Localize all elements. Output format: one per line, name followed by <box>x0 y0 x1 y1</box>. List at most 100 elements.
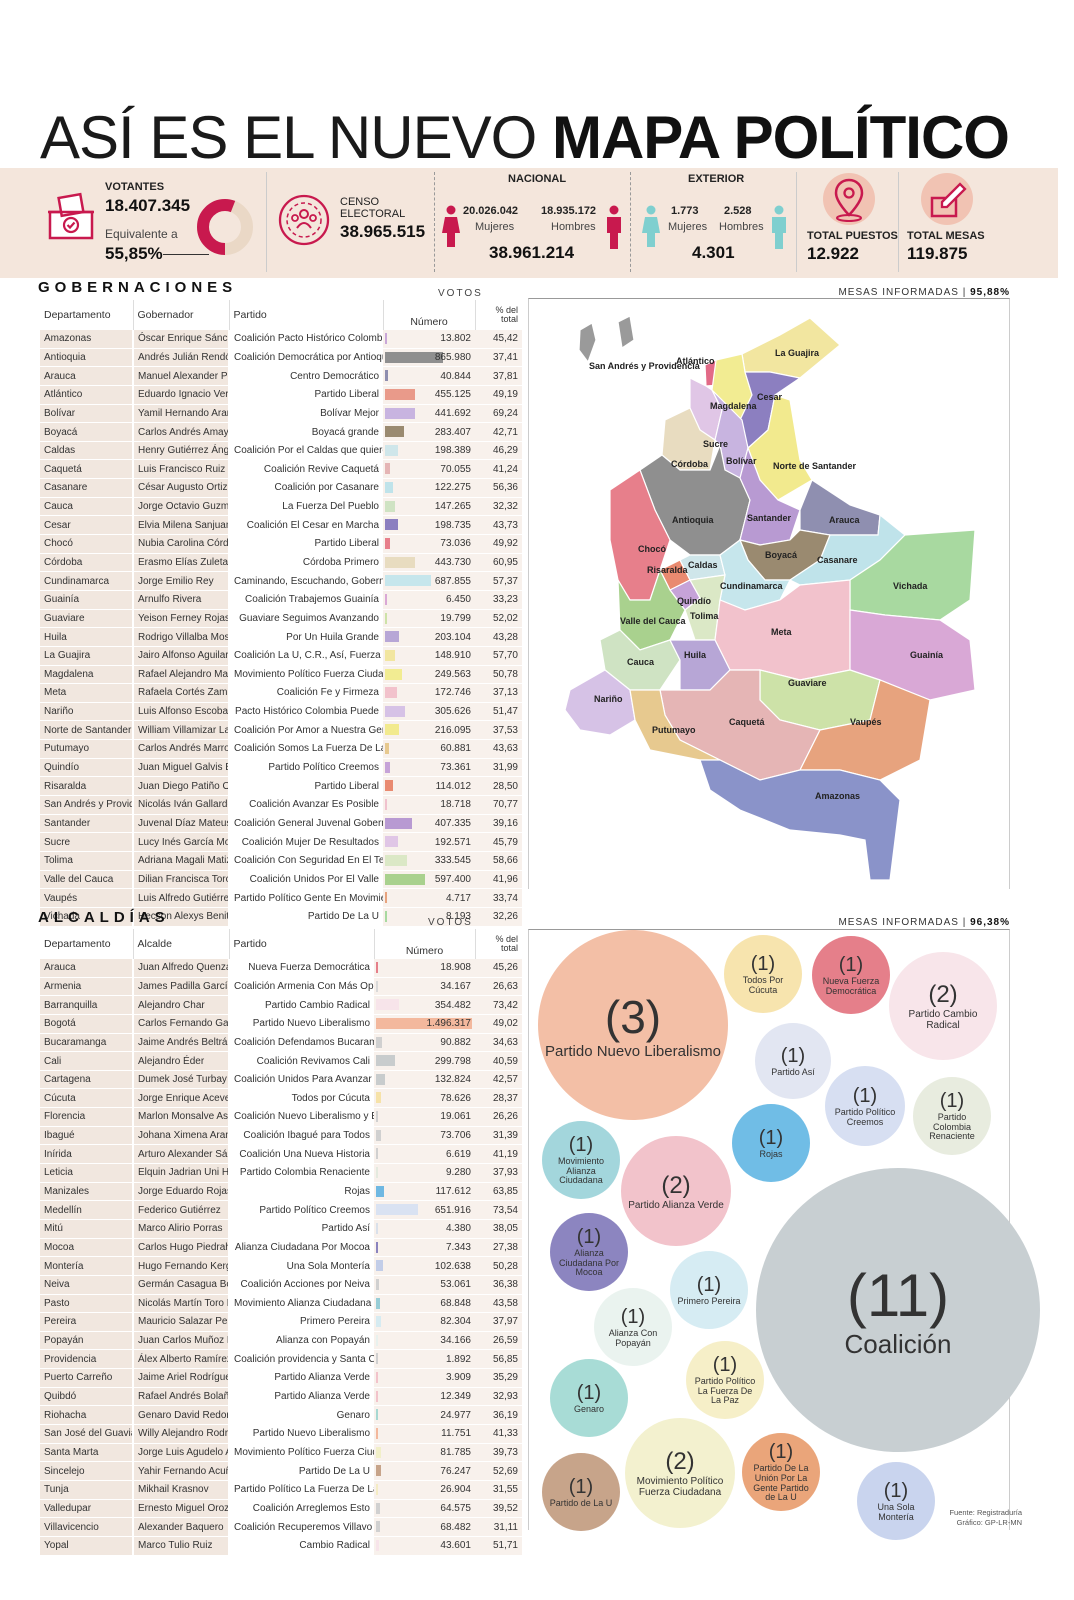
department-cell: Cauca <box>40 497 134 517</box>
party-cell: Partido Político Creemos <box>229 758 383 778</box>
bubble-label: Una Sola Montería <box>877 1501 915 1522</box>
party-cell: Coalición Pacto Histórico Colombia Puede <box>229 330 383 349</box>
table-row: Tunja Mikhail Krasnov Partido Político La … <box>40 1480 522 1500</box>
votes-value: 68.848 <box>440 1297 471 1309</box>
votes-bar <box>376 1502 381 1514</box>
person-cell: Mikhail Krasnov <box>133 1480 230 1500</box>
votes-value: 78.626 <box>440 1092 471 1104</box>
party-cell: Coalición Unidos Para Avanzar <box>229 1070 374 1090</box>
votes-value: 198.735 <box>434 519 471 531</box>
votes-cell: 198.735 <box>383 515 475 536</box>
party-cell: Todos por Cúcuta <box>229 1088 374 1109</box>
gob-mesas-label: MESAS INFORMADAS <box>838 287 959 298</box>
person-cell: Willy Alejandro Rodríguez <box>133 1424 230 1444</box>
party-cell: Coalición providencia y Santa Catalina I… <box>229 1349 374 1370</box>
leader-line <box>163 254 209 255</box>
bubble-label: Partido Alianza Verde <box>628 1199 724 1211</box>
person-cell: Jorge Emilio Rey <box>133 571 230 591</box>
department-cell: Quindío <box>40 758 134 778</box>
person-cell: Germán Casagua Bonilla <box>133 1275 230 1295</box>
votes-value: 203.104 <box>434 631 471 643</box>
bubble-label: Primero Pereira <box>677 1295 741 1306</box>
person-cell: Luis Alfonso Escobar <box>133 702 230 722</box>
bubble-count: (1) <box>568 1133 594 1156</box>
pct-cell: 63,85 <box>475 1182 522 1202</box>
votes-cell: 117.612 <box>374 1182 475 1202</box>
votes-value: 3.909 <box>445 1372 471 1384</box>
pct-cell: 37,93 <box>475 1163 522 1183</box>
party-bubble: (1) Partido Político La Fuerza De La Paz <box>686 1341 764 1419</box>
table-row: Medellín Federico Gutiérrez Partido Políti… <box>40 1200 522 1220</box>
votes-value: 597.400 <box>434 873 471 885</box>
votes-value: 147.265 <box>434 501 471 513</box>
votes-bar <box>385 407 415 419</box>
table-row: Guainía Arnulfo Rivera Coalición Trabajemo… <box>40 590 522 610</box>
party-cell: Movimiento Alianza Ciudadana <box>229 1294 374 1314</box>
source-line-1: Fuente: Registraduría <box>949 1508 1022 1517</box>
department-cell: Bolívar <box>40 404 134 424</box>
bubble-label: Partido Político La Fuerza De La Paz <box>694 1375 756 1406</box>
department-cell: Santander <box>40 814 134 834</box>
votes-bar <box>376 1092 382 1104</box>
party-cell: Coalición Con Seguridad En El Territorio <box>229 851 383 871</box>
votes-value: 354.482 <box>434 999 471 1011</box>
bubble-label: Nueva Fuerza Democrática <box>822 975 880 996</box>
votes-value: 18.718 <box>440 799 471 811</box>
votes-cell: 6.450 <box>383 590 475 610</box>
separator <box>266 172 267 272</box>
votes-bar <box>385 873 425 885</box>
table-row: Bucaramanga Jaime Andrés Beltrán Coalición… <box>40 1033 522 1053</box>
location-pin-icon <box>823 173 875 225</box>
department-cell: Casanare <box>40 478 134 498</box>
votes-bar <box>385 892 387 904</box>
person-cell: Adriana Magali Matiz <box>133 851 230 871</box>
votes-cell: 26.904 <box>374 1480 475 1500</box>
party-cell: Partido Alianza Verde <box>229 1387 374 1407</box>
department-cell: Florencia <box>40 1107 134 1127</box>
party-cell: Partido Liberal <box>229 776 383 797</box>
department-cell: Arauca <box>40 959 134 978</box>
person-cell: Eduardo Ignacio Verano <box>133 385 230 405</box>
votes-cell: 333.545 <box>383 851 475 871</box>
party-bubble: (1) Todos Por Cúcuta <box>724 935 802 1013</box>
votes-bar <box>385 370 388 382</box>
person-cell: Henry Gutiérrez Ángel <box>133 441 230 461</box>
department-cell: Providencia <box>40 1349 134 1370</box>
votes-value: 4.380 <box>445 1223 471 1235</box>
votes-value: 13.802 <box>440 333 471 345</box>
votes-cell: 43.601 <box>374 1536 475 1556</box>
pct-cell: 41,96 <box>475 870 522 890</box>
votes-value: 4.717 <box>445 892 471 904</box>
map-label-huila: Huila <box>684 650 707 660</box>
map-label-vaupes: Vaupés <box>850 717 882 727</box>
nacional-mujeres-label: Mujeres <box>475 221 515 233</box>
table-row: Cali Alejandro Éder Coalición Revivamos Ca… <box>40 1051 522 1071</box>
puestos-value: 12.922 <box>807 244 859 263</box>
department-cell: Inírida <box>40 1144 134 1165</box>
person-cell: Juan Diego Patiño Ochoa <box>133 776 230 797</box>
votes-bar <box>376 1539 379 1551</box>
person-cell: Óscar Enrique Sánchez <box>133 330 230 349</box>
pct-cell: 27,38 <box>475 1238 522 1258</box>
party-bubble: (1) Una Sola Montería <box>857 1462 935 1540</box>
department-cell: Putumayo <box>40 739 134 759</box>
map-label-vichada: Vichada <box>893 581 928 591</box>
pct-cell: 46,29 <box>475 441 522 461</box>
votes-value: 7.343 <box>445 1241 471 1253</box>
map-label-risaralda: Risaralda <box>647 565 689 575</box>
votes-value: 12.349 <box>440 1391 471 1403</box>
votes-cell: 6.619 <box>374 1144 475 1165</box>
female-icon <box>642 205 660 247</box>
party-bubble: (1) Partido De La Unión Por La Gente Part… <box>742 1433 820 1511</box>
person-cell: Elquin Jadrian Uni Heredia <box>133 1163 230 1183</box>
person-cell: César Augusto Ortiz <box>133 478 230 498</box>
department-cell: Santa Marta <box>40 1443 134 1463</box>
map-label-norte-santander: Norte de Santander <box>773 461 857 471</box>
